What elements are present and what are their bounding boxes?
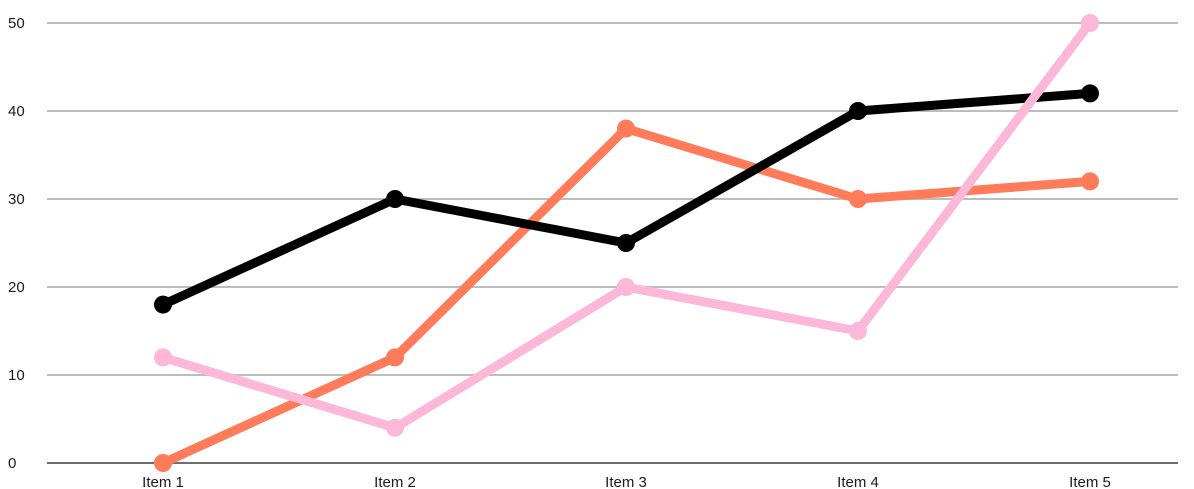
y-tick-label: 20 (8, 279, 25, 296)
data-point (1081, 172, 1099, 191)
y-tick-label: 50 (8, 15, 25, 32)
data-point (849, 102, 867, 120)
y-tick-label: 40 (8, 103, 25, 120)
grid-layer (47, 22, 1178, 376)
data-point (1081, 14, 1099, 32)
x-tick-label: Item 5 (1069, 474, 1111, 489)
y-tick-label: 10 (8, 367, 25, 384)
tick-label-layer: 0 10 20 30 40 50 Item 1 Item 2 Item 3 Item 4 Item … (8, 15, 1111, 489)
data-point (849, 322, 867, 340)
data-point (386, 418, 404, 437)
x-tick-label: Item 1 (142, 474, 184, 489)
y-tick-label: 0 (8, 455, 16, 472)
data-point (849, 190, 867, 208)
series-3 (154, 14, 1099, 437)
y-tick-label: 30 (8, 191, 25, 208)
data-point (617, 278, 635, 296)
data-point (617, 119, 635, 138)
series-line (158, 18, 1095, 433)
data-point (154, 295, 172, 314)
series-layer (154, 14, 1099, 472)
data-point (617, 234, 635, 252)
x-tick-label: Item 3 (605, 474, 647, 489)
x-tick-label: Item 4 (837, 474, 879, 489)
data-point (154, 454, 172, 472)
data-point (1081, 84, 1099, 103)
x-tick-label: Item 2 (374, 474, 416, 489)
series-1 (154, 119, 1099, 472)
series-2 (154, 84, 1099, 314)
data-point (154, 348, 172, 367)
data-point (386, 190, 404, 208)
data-point (386, 348, 404, 367)
